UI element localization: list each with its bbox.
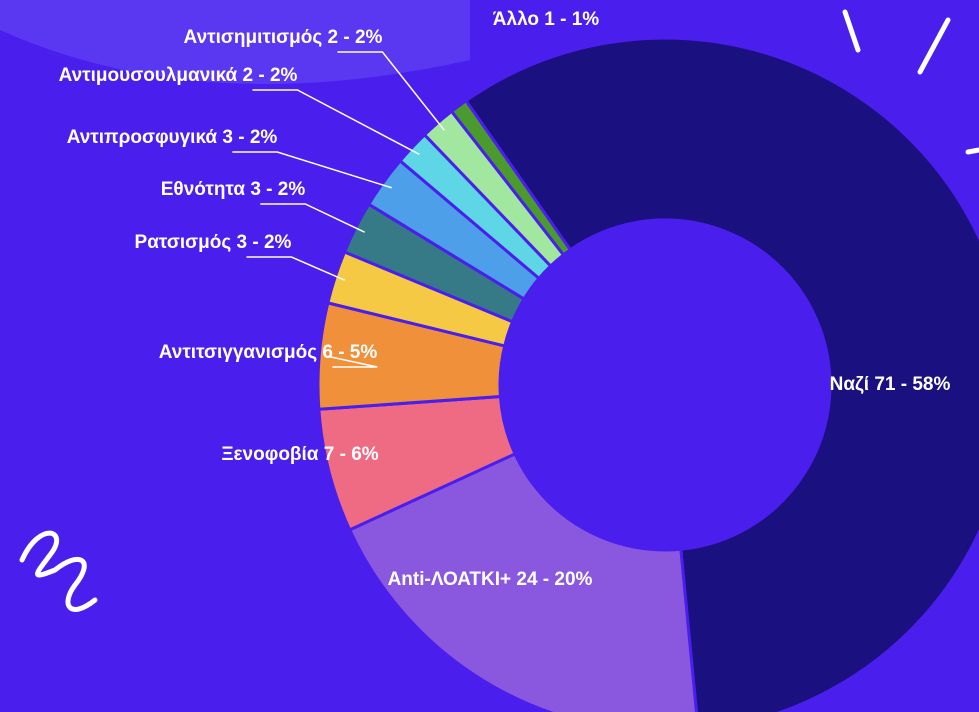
slice bbox=[449, 98, 573, 257]
leader-line bbox=[260, 203, 365, 233]
slice bbox=[463, 36, 979, 712]
leader-line bbox=[337, 51, 445, 131]
leader-line bbox=[329, 355, 378, 368]
slice-label: Εθνότητα 3 - 2% bbox=[161, 179, 306, 200]
slice-label: Αντισημιτισμός 2 - 2% bbox=[184, 27, 383, 48]
leader-line bbox=[252, 89, 420, 155]
leader-line bbox=[232, 151, 392, 189]
slice-label: Αντιτσιγγανισμός 6 - 5% bbox=[159, 342, 378, 363]
slice-label: Ναζί 71 - 58% bbox=[830, 374, 951, 395]
slice-label: Ξενοφοβία 7 - 6% bbox=[221, 444, 378, 465]
decor-arc bbox=[0, 0, 470, 84]
slice-label: Αντιμουσουλμανικά 2 - 2% bbox=[59, 65, 298, 86]
slice-label: Άλλο 1 - 1% bbox=[493, 9, 600, 30]
slice bbox=[347, 451, 698, 712]
decor-strokes bbox=[19, 9, 979, 612]
slice-label: Αντιπροσφυγικά 3 - 2% bbox=[67, 127, 278, 148]
slice-label: Anti-ΛΟΑΤΚΙ+ 24 - 20% bbox=[388, 569, 593, 590]
slice-label: Ρατσισμός 3 - 2% bbox=[135, 232, 292, 253]
leader-line bbox=[246, 256, 346, 281]
